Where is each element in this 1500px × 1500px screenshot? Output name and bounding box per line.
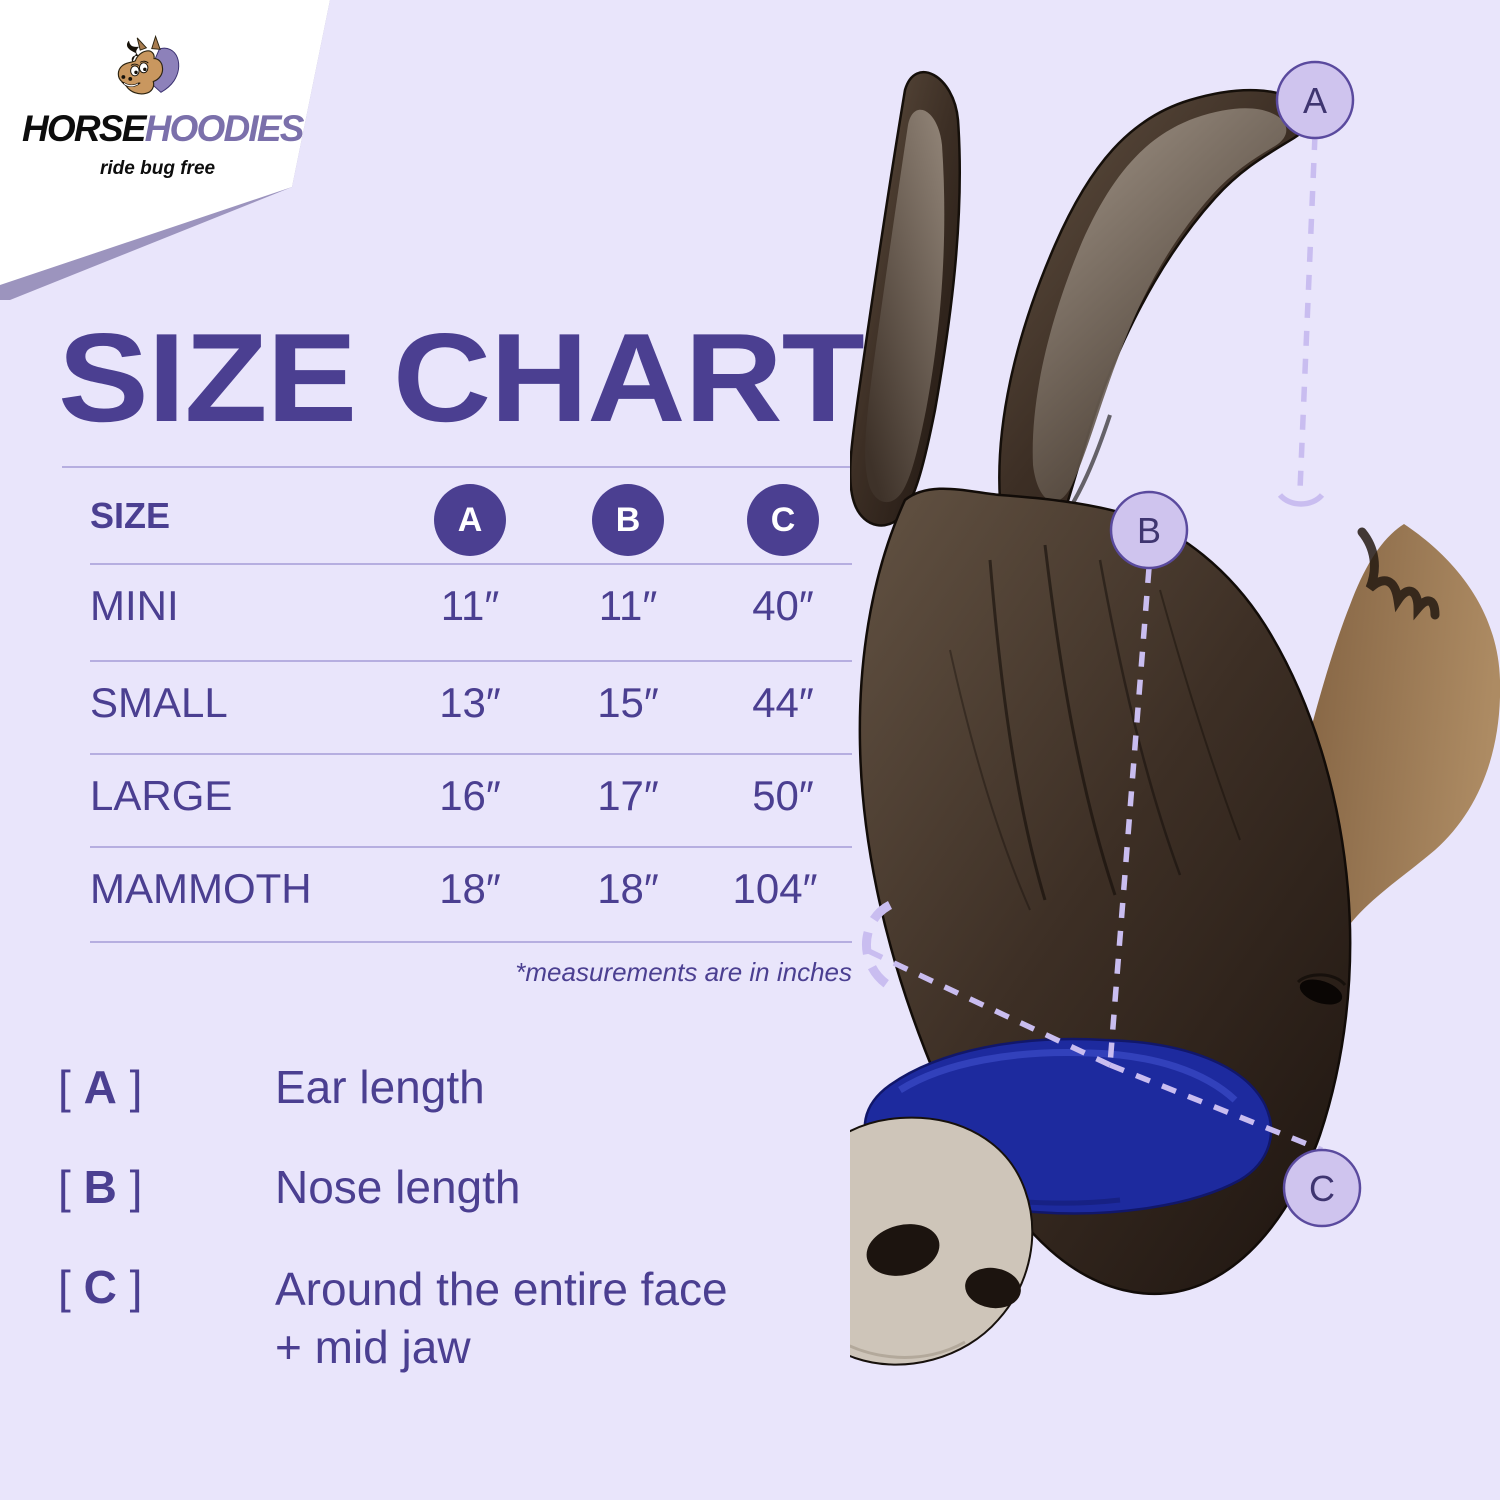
svg-text:C: C xyxy=(1309,1168,1335,1209)
svg-text:B: B xyxy=(1137,510,1161,551)
svg-text:A: A xyxy=(1303,80,1327,121)
